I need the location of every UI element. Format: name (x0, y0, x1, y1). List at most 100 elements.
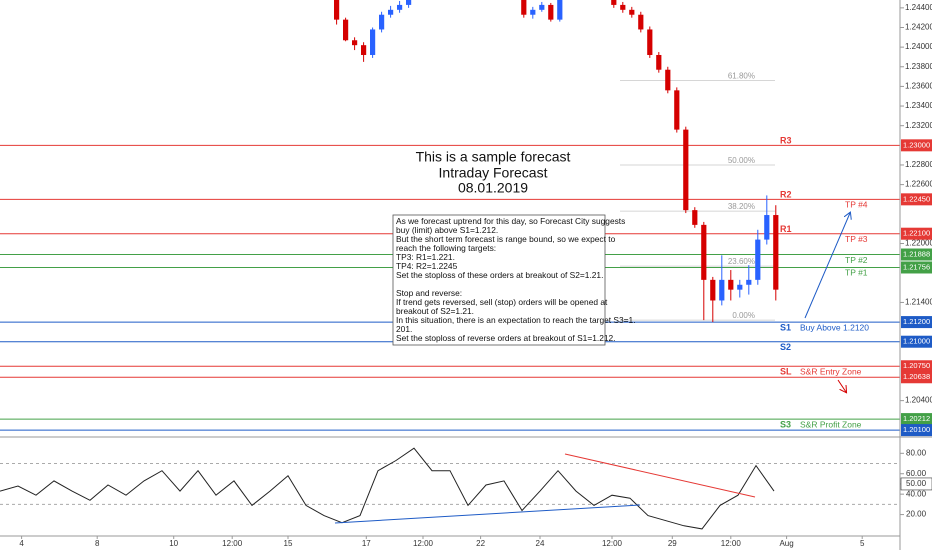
y-tick-label: 1.24000 (905, 42, 932, 51)
level-tag-text: TP #2 (845, 255, 868, 265)
x-tick-label: 8 (95, 539, 100, 548)
level-tag (901, 413, 932, 426)
note-line: If trend gets reversed, sell (stop) orde… (396, 297, 608, 307)
candle-body (638, 14, 644, 30)
level-tag-label: 1.22450 (903, 194, 930, 203)
candle (719, 255, 725, 306)
level-tag-label: 1.20750 (903, 361, 930, 370)
candle (343, 17, 349, 42)
osc-tick-label: 80.00 (906, 448, 927, 457)
y-tick-label: 1.22000 (905, 239, 932, 248)
candle (665, 66, 671, 94)
y-tick-label: 1.23600 (905, 82, 932, 91)
note-line: breakout of S2=1.21. (396, 306, 474, 316)
level-tag-label: 1.21000 (903, 337, 930, 346)
x-tick-label: 29 (668, 539, 677, 548)
candle (764, 195, 770, 245)
y-tick-label: 1.23800 (905, 62, 932, 71)
candle (352, 37, 358, 51)
level-tag (901, 261, 932, 274)
level-tag-label: 1.23000 (903, 140, 930, 149)
candle-body (701, 224, 707, 280)
candle-body (548, 4, 554, 20)
candle (548, 2, 554, 22)
candle-body (406, 0, 412, 5)
level-tag (901, 248, 932, 261)
note-line: 201. (396, 324, 412, 334)
annotations (334, 213, 850, 524)
note-line: Set the stoploss of these orders at brea… (396, 270, 603, 280)
candle (406, 0, 412, 8)
candle-body (397, 4, 403, 10)
candle (737, 279, 743, 298)
x-tick-label: 4 (19, 539, 24, 548)
note-frame (392, 214, 606, 346)
candle (334, 0, 340, 25)
chart-date: 08.01.2019 (458, 180, 528, 196)
level-tag-text: S&R Entry Zone (800, 367, 862, 377)
candle (701, 221, 707, 321)
level-tag-label: 1.21756 (903, 262, 930, 271)
x-tick-label: 17 (362, 539, 371, 548)
level-name: R1 (780, 224, 792, 234)
x-tick-label: 12:00 (222, 539, 243, 548)
osc-tick-label: 60.00 (906, 469, 927, 478)
note-line: As we forecast uptrend for this day, so … (396, 216, 625, 226)
candle (692, 207, 698, 228)
y-tick-label: 1.21400 (905, 298, 932, 307)
level-name: S1 (780, 322, 791, 332)
level-tag (901, 316, 932, 329)
candle-body (755, 239, 761, 280)
candle (361, 42, 367, 62)
level-tag (901, 424, 932, 437)
level-tag-text: TP #1 (845, 268, 868, 278)
osc-tick-box (900, 477, 932, 491)
level-tag-label: 1.21888 (903, 250, 930, 259)
x-tick-label: 10 (169, 539, 178, 548)
candle (557, 0, 563, 22)
price-pane: 61.80% 50.00% 38.20% 23.60% 0.00% (0, 0, 900, 431)
candle-body (629, 9, 635, 15)
oscillator-trendline (564, 453, 756, 498)
candle-body (611, 0, 617, 5)
level-tag (901, 139, 932, 152)
level-name: S2 (780, 342, 791, 352)
candle-body (379, 14, 385, 30)
level-name: SL (780, 367, 792, 377)
x-tick-label: 15 (284, 539, 293, 548)
level-tag (901, 227, 932, 240)
candle-body (343, 19, 349, 41)
candle (397, 0, 403, 13)
candle (370, 27, 376, 58)
candle (638, 11, 644, 33)
y-tick-label: 1.22800 (905, 160, 932, 169)
buy-arrow (804, 213, 850, 319)
candle-body (737, 284, 743, 290)
candle (521, 0, 527, 18)
note-line: In this situation, there is an expectati… (396, 315, 636, 325)
level-tag (901, 335, 932, 348)
fib-label: 38.20% (728, 202, 755, 211)
fib-label: 0.00% (732, 311, 755, 320)
candle (629, 6, 635, 18)
x-tick-label: 12:00 (413, 539, 434, 548)
candle-body (764, 215, 770, 240)
y-tick-label: 1.20400 (905, 396, 932, 405)
x-tick-label: 12:00 (602, 539, 623, 548)
osc-tick-label: 40.00 (906, 489, 927, 498)
note-line: buy (limit) above S1=1.212. (396, 225, 498, 235)
osc-tick-label: 50.00 (906, 479, 927, 488)
candle-body (692, 210, 698, 225)
y-tick-label: 1.22600 (905, 180, 932, 189)
candle-body (719, 279, 725, 301)
level-tag-text: Buy Above 1.2120 (800, 322, 869, 332)
candle-body (710, 279, 716, 301)
candle-body (674, 90, 680, 130)
candle-body (361, 45, 367, 55)
x-tick-label: 24 (536, 539, 545, 548)
x-tick-label: 5 (860, 539, 865, 548)
y-tick-label: 1.23200 (905, 121, 932, 130)
level-name: S3 (780, 419, 791, 429)
level-name: R3 (780, 136, 792, 146)
